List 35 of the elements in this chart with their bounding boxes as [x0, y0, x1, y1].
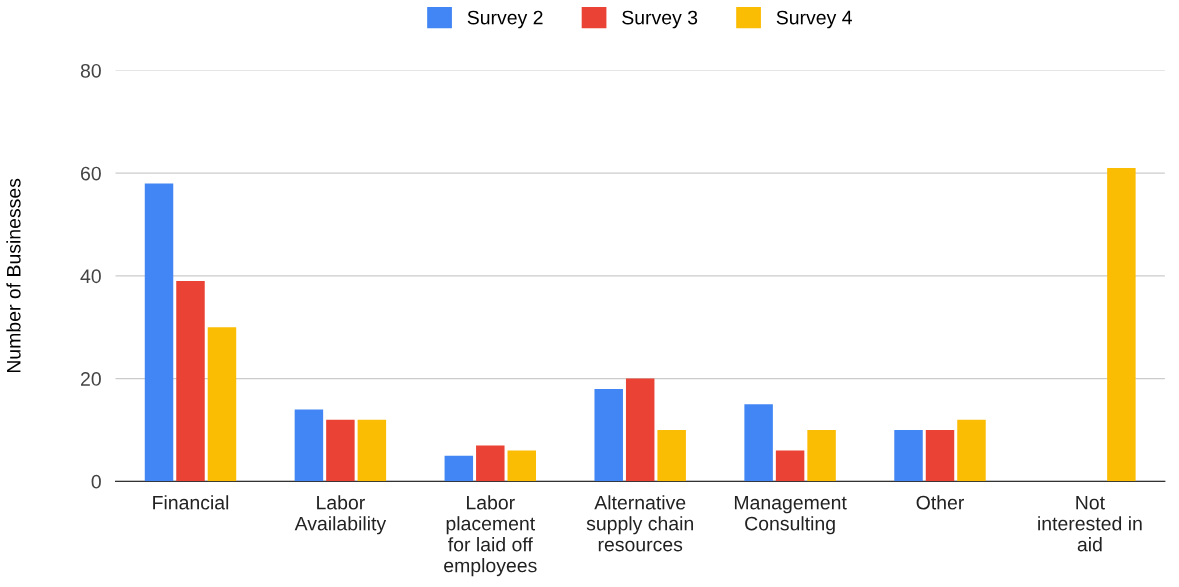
y-tick-label: 80 [80, 63, 101, 78]
x-tick-label: Labor Availability [294, 495, 387, 535]
bar [176, 281, 205, 482]
legend-label: Survey 3 [622, 10, 698, 29]
x-tick-label: Management Consulting [734, 495, 847, 535]
bar [807, 429, 836, 482]
legend-label: Survey 2 [467, 10, 543, 29]
bar [925, 429, 955, 482]
bar [294, 409, 324, 482]
y-axis-title: Number of Businesses [6, 178, 21, 373]
bar [207, 327, 237, 482]
bar [957, 419, 986, 482]
bar [507, 450, 537, 482]
bar [744, 404, 773, 482]
y-tick-label: 60 [81, 166, 101, 181]
bar [594, 388, 623, 482]
x-tick-label: Not interested in aid [1038, 495, 1142, 552]
bar [326, 419, 355, 482]
bar [444, 455, 474, 482]
y-tick-label: 0 [91, 474, 101, 489]
legend-label: Survey 4 [776, 10, 852, 29]
x-tick-label: Other [916, 495, 964, 510]
y-tick-label: 40 [80, 269, 101, 284]
bar [775, 450, 805, 482]
bar [894, 429, 923, 482]
bar [357, 419, 387, 482]
bar [476, 445, 505, 482]
bar [144, 183, 174, 482]
y-tick-label: 20 [81, 372, 101, 386]
x-tick-label: Labor placement for laid off employees [444, 495, 537, 577]
bar [657, 429, 686, 482]
bar [625, 378, 655, 482]
bar [1107, 168, 1136, 482]
x-tick-label: Alternative supply chain resources [586, 495, 693, 552]
x-tick-label: Financial [153, 495, 229, 510]
